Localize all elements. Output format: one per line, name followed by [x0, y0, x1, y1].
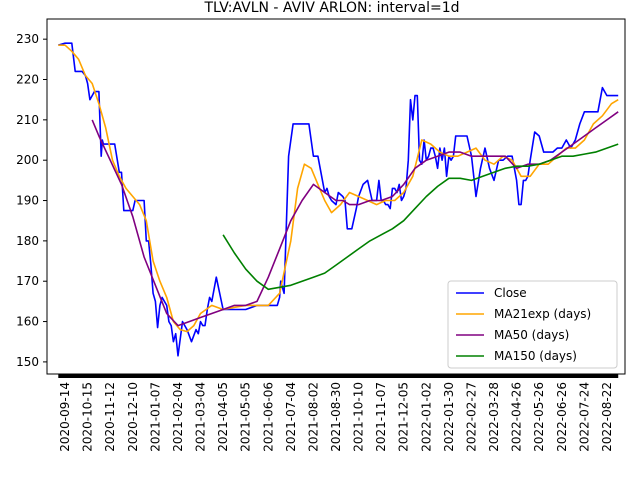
x-tick-label-2021-03-04: 2021-03-04 — [194, 382, 208, 452]
legend: Close MA21exp (days) MA50 (days) MA150 (day… — [447, 280, 618, 369]
y-tick-label-180: 180 — [16, 234, 39, 248]
series-line-ma21exp-days- — [58, 44, 619, 333]
y-tick-label-150: 150 — [16, 355, 39, 369]
series-line-ma50-days- — [91, 111, 619, 327]
y-tick-label-220: 220 — [16, 73, 39, 87]
series-line-ma150-days- — [222, 143, 619, 291]
x-tick-label-2021-10-10: 2021-10-10 — [352, 382, 366, 452]
x-tick-label-2021-04-05: 2021-04-05 — [216, 382, 230, 452]
x-tick-label-2020-10-15: 2020-10-15 — [81, 382, 95, 452]
legend-box — [447, 280, 618, 369]
x-tick-label-2022-07-24: 2022-07-24 — [577, 382, 591, 452]
legend-label-2: MA50 (days) — [494, 328, 569, 342]
x-tick-label-2021-07-04: 2021-07-04 — [284, 382, 298, 452]
y-tick-label-200: 200 — [16, 153, 39, 167]
x-tick-label-2021-05-05: 2021-05-05 — [239, 382, 253, 452]
y-tick-label-170: 170 — [16, 274, 39, 288]
x-tick-label-2021-11-07: 2021-11-07 — [374, 382, 388, 452]
x-tick-label-2022-08-22: 2022-08-22 — [600, 382, 614, 452]
legend-label-3: MA150 (days) — [494, 349, 577, 363]
legend-label-0: Close — [494, 286, 527, 300]
x-tick-label-2022-04-26: 2022-04-26 — [510, 382, 524, 452]
legend-label-1: MA21exp (days) — [494, 307, 591, 321]
x-tick-label-2022-05-26: 2022-05-26 — [532, 382, 546, 452]
x-tick-label-2022-02-27: 2022-02-27 — [464, 382, 478, 452]
y-axis: 150 160 170 180 190 200 210 220 230 — [16, 32, 47, 369]
x-tick-label-2021-01-07: 2021-01-07 — [148, 382, 162, 452]
x-tick-label-2022-03-28: 2022-03-28 — [487, 382, 501, 452]
x-tick-label-2021-06-06: 2021-06-06 — [261, 382, 275, 452]
x-tick-label-2022-01-02: 2022-01-02 — [419, 382, 433, 452]
x-axis: 2020-09-14 2020-10-15 2020-11-12 2020-12-10… — [58, 374, 619, 452]
x-tick-label-2021-08-02: 2021-08-02 — [306, 382, 320, 452]
y-tick-label-160: 160 — [16, 315, 39, 329]
y-tick-label-230: 230 — [16, 32, 39, 46]
x-tick-label-2021-08-30: 2021-08-30 — [329, 382, 343, 452]
y-tick-label-190: 190 — [16, 194, 39, 208]
x-tick-label-2020-09-14: 2020-09-14 — [58, 382, 72, 452]
x-tick-label-2022-06-26: 2022-06-26 — [555, 382, 569, 452]
y-tick-label-210: 210 — [16, 113, 39, 127]
x-tick-label-2022-01-30: 2022-01-30 — [442, 382, 456, 452]
x-tick-band — [58, 374, 619, 378]
chart-title: TLV:AVLN - AVIV ARLON: interval=1d — [203, 0, 459, 16]
x-tick-label-2021-02-04: 2021-02-04 — [171, 382, 185, 452]
x-tick-label-2020-11-12: 2020-11-12 — [103, 382, 117, 452]
series-group — [58, 42, 619, 357]
x-tick-label-2021-12-05: 2021-12-05 — [397, 382, 411, 452]
x-tick-label-2020-12-10: 2020-12-10 — [126, 382, 140, 452]
